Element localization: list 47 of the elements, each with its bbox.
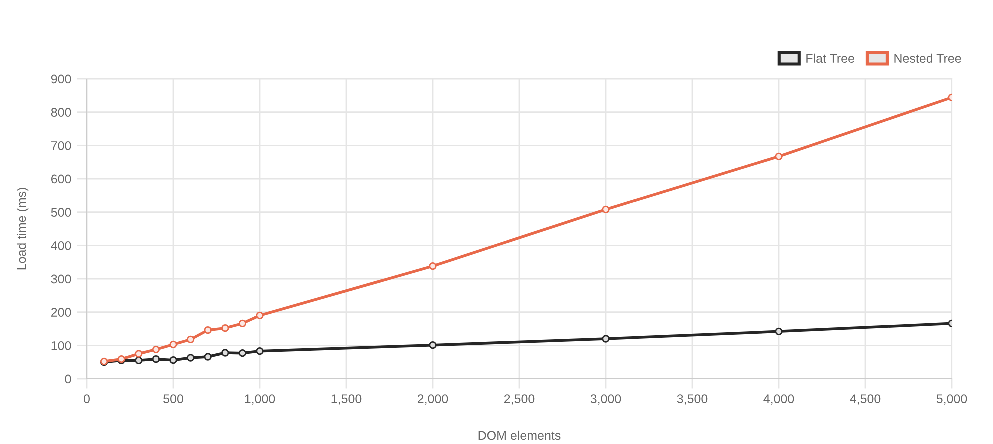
point <box>152 356 160 364</box>
point <box>135 356 143 364</box>
x-tick-label: 4,000 <box>764 394 794 405</box>
point <box>238 350 247 358</box>
y-tick-label: 300 <box>51 274 72 284</box>
legend-label: Flat Tree <box>806 54 854 64</box>
x-tick-label: 3,500 <box>677 394 708 405</box>
y-tick-label: 200 <box>52 308 72 317</box>
x-tick-label: 1,500 <box>332 394 362 405</box>
y-tick-label: 400 <box>51 241 72 250</box>
point <box>775 328 783 336</box>
point <box>204 353 212 361</box>
x-tick-label: 2,000 <box>418 394 448 405</box>
point <box>602 335 610 343</box>
y-tick-label: 600 <box>52 174 72 184</box>
point <box>602 206 610 214</box>
point <box>238 320 247 328</box>
x-tick-label: 1,000 <box>245 394 276 405</box>
y-axis-title: Load time (ms) <box>16 188 29 270</box>
point <box>170 356 178 364</box>
y-tick-label: 100 <box>52 341 72 350</box>
point <box>186 336 195 344</box>
x-tick-label: 0 <box>84 394 90 404</box>
y-tick-label: 500 <box>51 208 72 217</box>
point <box>222 324 230 332</box>
y-tick-label: 700 <box>52 141 72 150</box>
legend-label: Nested Tree <box>894 54 962 64</box>
point <box>256 312 264 320</box>
x-tick-label: 3,000 <box>590 394 622 405</box>
point <box>256 348 264 356</box>
x-axis-title: DOM elements <box>478 430 561 440</box>
y-tick-label: 900 <box>51 74 72 84</box>
point <box>170 340 178 348</box>
point <box>186 354 195 362</box>
point <box>775 152 783 160</box>
point <box>204 326 212 334</box>
point <box>152 346 160 354</box>
y-tick-label: 0 <box>65 374 72 384</box>
point <box>429 342 437 350</box>
y-tick-label: 800 <box>51 108 72 117</box>
point <box>429 262 437 270</box>
x-tick-label: 500 <box>164 394 184 404</box>
x-tick-label: 2,500 <box>504 394 535 405</box>
point <box>222 349 230 357</box>
x-tick-label: 4,500 <box>850 394 881 405</box>
x-tick-label: 5,000 <box>936 394 968 405</box>
point <box>135 350 143 358</box>
